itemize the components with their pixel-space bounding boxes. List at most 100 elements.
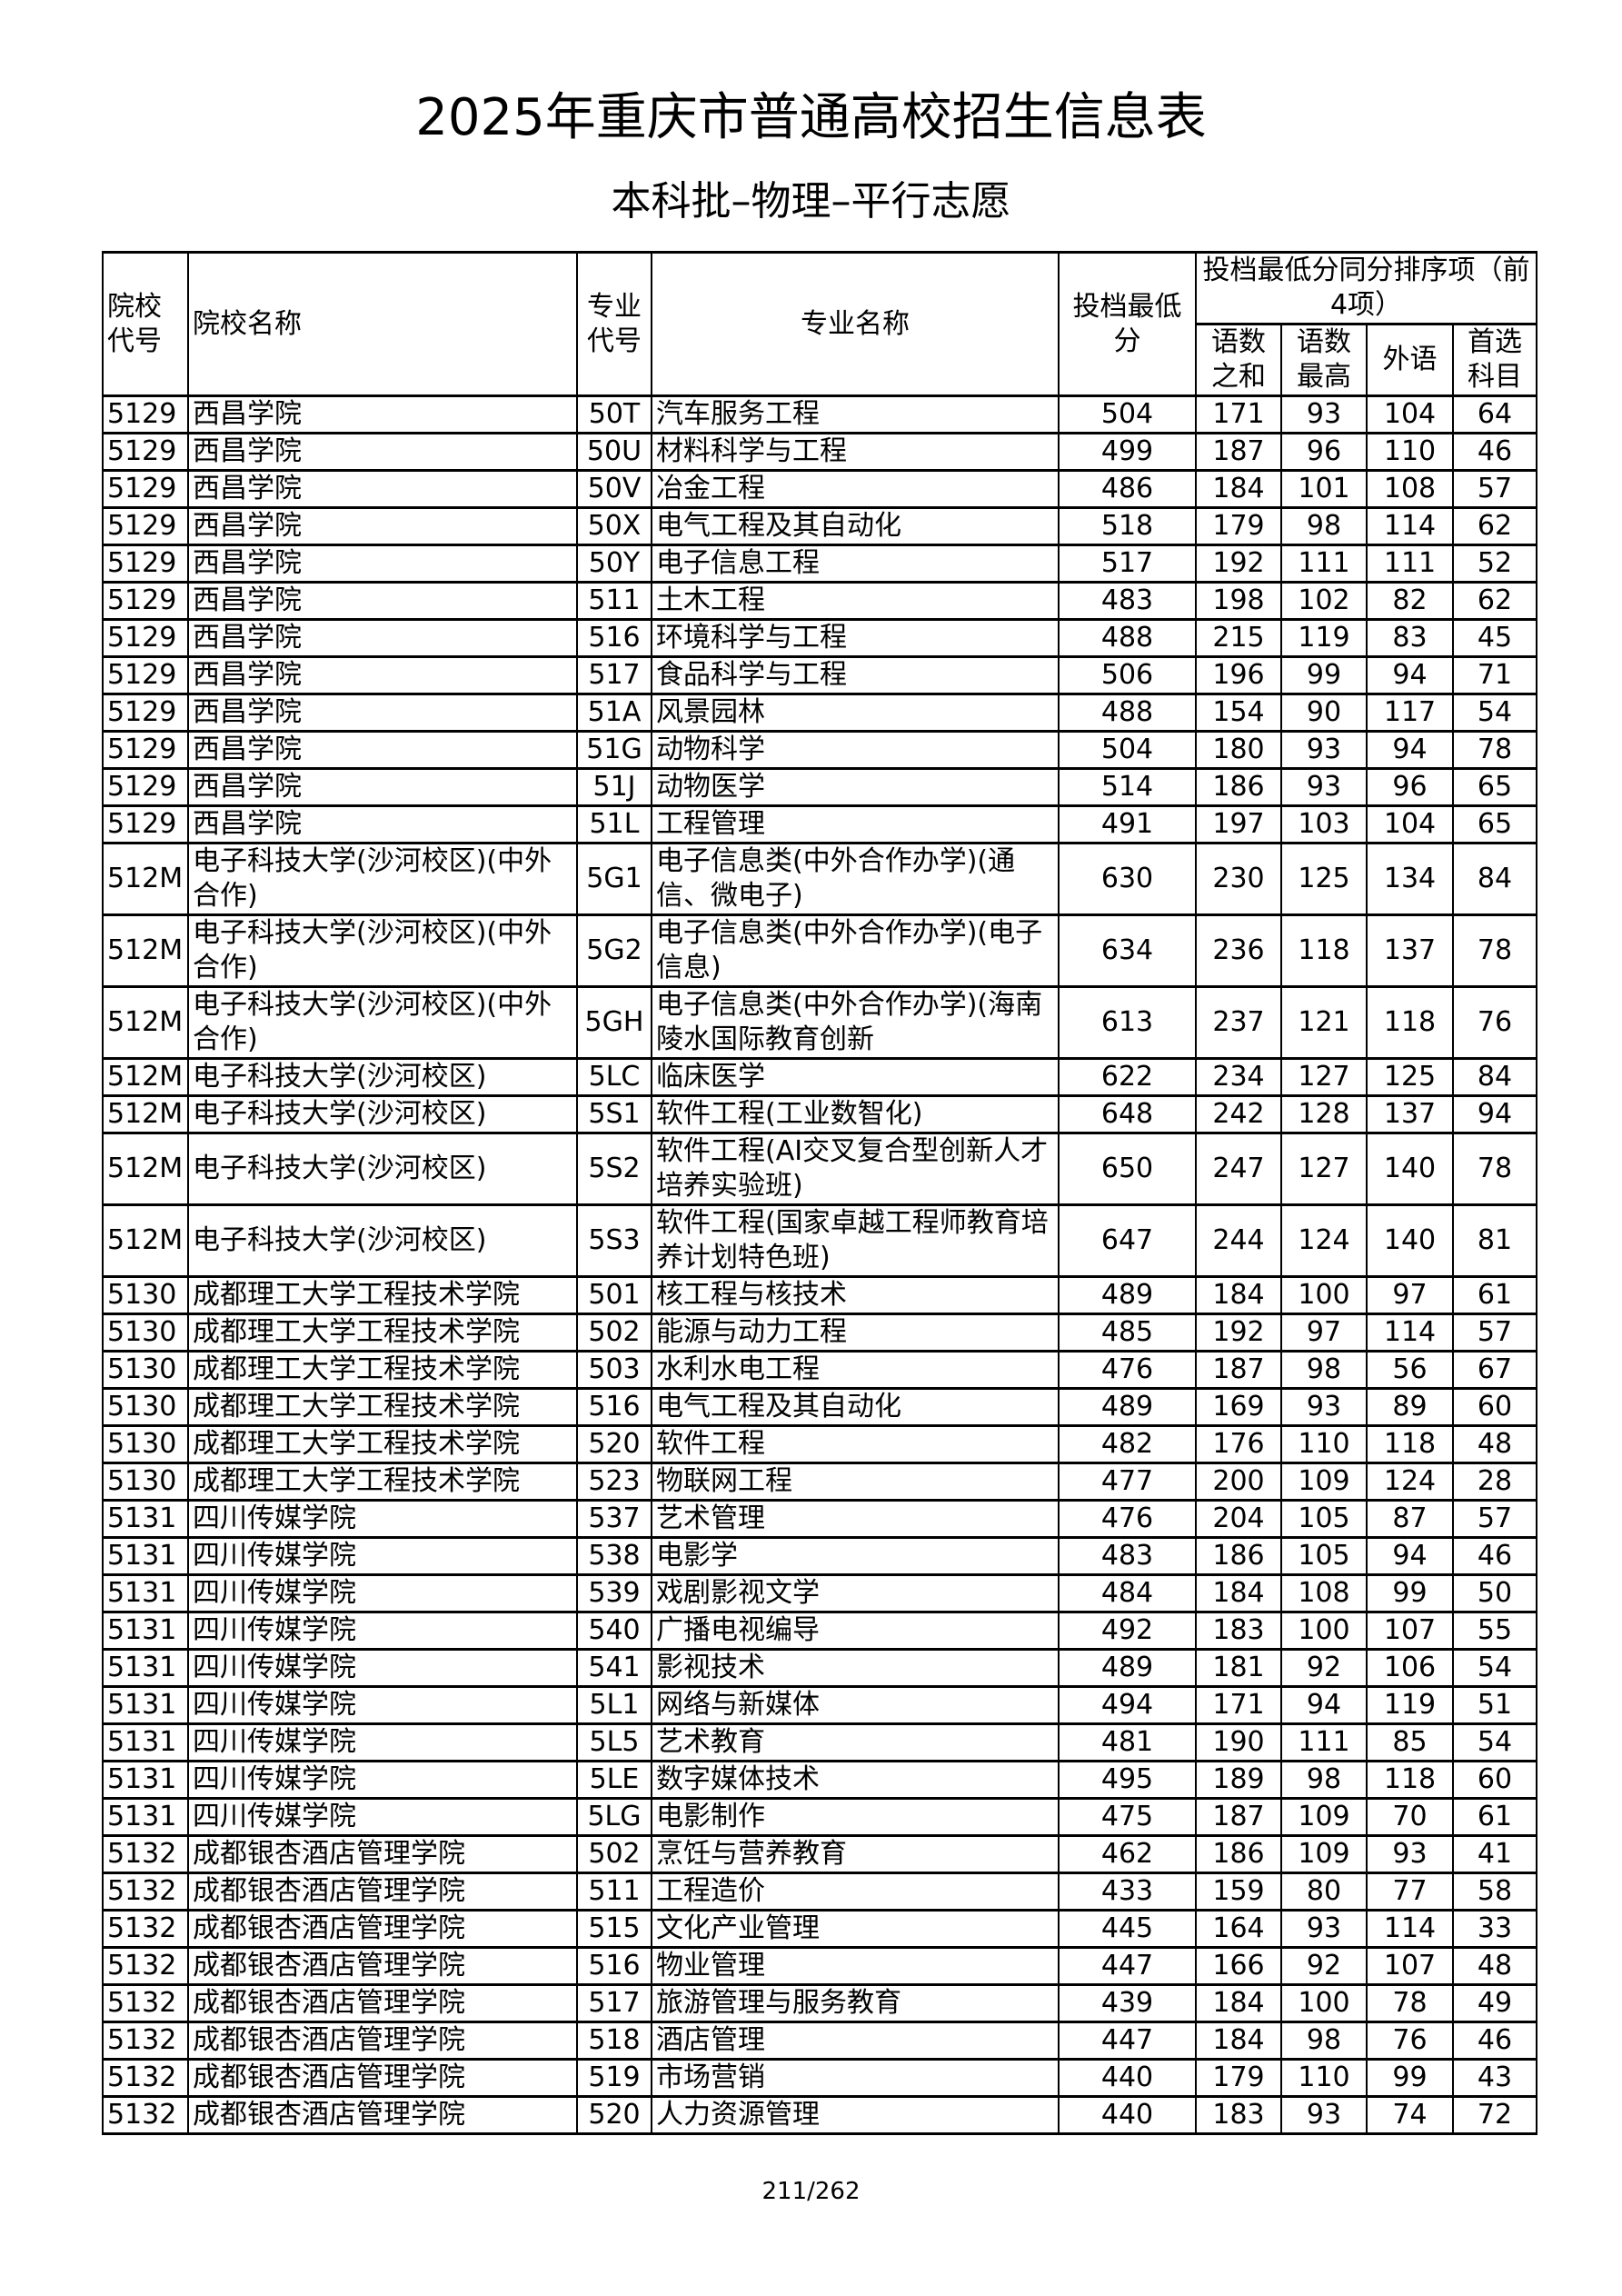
cell-first-subject: 41 xyxy=(1451,1834,1538,1874)
cell-school-code: 5129 xyxy=(102,804,189,844)
cell-school-name: 成都银杏酒店管理学院 xyxy=(187,1834,578,1874)
cell-foreign-lang: 78 xyxy=(1366,1983,1454,2023)
cell-chi-math-max: 100 xyxy=(1280,1983,1368,2023)
cell-chi-math-max: 100 xyxy=(1280,1275,1368,1315)
cell-major-name: 电气工程及其自动化 xyxy=(651,1387,1060,1427)
cell-school-name: 成都银杏酒店管理学院 xyxy=(187,1872,578,1912)
cell-min-score: 514 xyxy=(1058,767,1197,807)
cell-major-code: 503 xyxy=(576,1350,652,1390)
header-tiebreak-group: 投档最低分同分排序项（前4项） xyxy=(1194,251,1538,325)
header-chi-math-sum: 语数之和 xyxy=(1195,323,1282,397)
cell-min-score: 433 xyxy=(1058,1872,1197,1912)
cell-min-score: 647 xyxy=(1058,1203,1197,1278)
cell-first-subject: 43 xyxy=(1451,2058,1538,2098)
cell-major-code: 51J xyxy=(576,767,652,807)
cell-foreign-lang: 104 xyxy=(1366,804,1454,844)
cell-major-code: 5G2 xyxy=(576,913,652,988)
cell-major-name: 能源与动力工程 xyxy=(651,1313,1060,1353)
cell-min-score: 630 xyxy=(1058,842,1197,916)
cell-first-subject: 57 xyxy=(1451,1499,1538,1539)
table-row: 5130 成都理工大学工程技术学院 502 能源与动力工程 485 192 97 114 57 xyxy=(102,1313,1538,1353)
cell-major-code: 537 xyxy=(576,1499,652,1539)
cell-min-score: 648 xyxy=(1058,1094,1197,1134)
table-row: 5129 西昌学院 51G 动物科学 504 180 93 94 78 xyxy=(102,730,1538,770)
cell-chi-math-sum: 192 xyxy=(1195,1313,1282,1353)
cell-school-code: 5132 xyxy=(102,2058,189,2098)
cell-major-name: 汽车服务工程 xyxy=(651,394,1060,434)
cell-chi-math-sum: 166 xyxy=(1195,1946,1282,1986)
cell-min-score: 489 xyxy=(1058,1275,1197,1315)
cell-school-name: 成都银杏酒店管理学院 xyxy=(187,2021,578,2061)
cell-major-code: 5GH xyxy=(576,985,652,1060)
cell-school-code: 5132 xyxy=(102,2021,189,2061)
cell-chi-math-sum: 236 xyxy=(1195,913,1282,988)
cell-school-name: 西昌学院 xyxy=(187,432,578,472)
cell-chi-math-max: 110 xyxy=(1280,1424,1368,1464)
cell-min-score: 492 xyxy=(1058,1611,1197,1651)
cell-foreign-lang: 94 xyxy=(1366,730,1454,770)
cell-chi-math-sum: 169 xyxy=(1195,1387,1282,1427)
cell-foreign-lang: 118 xyxy=(1366,985,1454,1060)
cell-major-name: 文化产业管理 xyxy=(651,1909,1060,1949)
cell-major-name: 旅游管理与服务教育 xyxy=(651,1983,1060,2023)
cell-major-name: 风景园林 xyxy=(651,693,1060,733)
cell-chi-math-max: 125 xyxy=(1280,842,1368,916)
cell-chi-math-max: 105 xyxy=(1280,1499,1368,1539)
table-body: 5129 西昌学院 50T 汽车服务工程 504 171 93 104 64 5129 西昌学院 50… xyxy=(102,394,1538,2135)
cell-school-code: 5132 xyxy=(102,1909,189,1949)
cell-school-name: 成都理工大学工程技术学院 xyxy=(187,1275,578,1315)
cell-min-score: 482 xyxy=(1058,1424,1197,1464)
cell-first-subject: 60 xyxy=(1451,1760,1538,1800)
cell-foreign-lang: 114 xyxy=(1366,1313,1454,1353)
cell-chi-math-sum: 184 xyxy=(1195,469,1282,509)
cell-school-code: 5130 xyxy=(102,1387,189,1427)
cell-chi-math-max: 101 xyxy=(1280,469,1368,509)
cell-chi-math-sum: 215 xyxy=(1195,618,1282,658)
cell-first-subject: 62 xyxy=(1451,581,1538,621)
page-title: 2025年重庆市普通高校招生信息表 xyxy=(415,88,1207,147)
cell-first-subject: 67 xyxy=(1451,1350,1538,1390)
cell-chi-math-sum: 164 xyxy=(1195,1909,1282,1949)
cell-chi-math-sum: 187 xyxy=(1195,1350,1282,1390)
cell-min-score: 462 xyxy=(1058,1834,1197,1874)
table-row: 5132 成都银杏酒店管理学院 511 工程造价 433 159 80 77 58 xyxy=(102,1872,1538,1912)
cell-major-code: 515 xyxy=(576,1909,652,1949)
cell-school-code: 5132 xyxy=(102,2095,189,2135)
cell-min-score: 440 xyxy=(1058,2058,1197,2098)
cell-min-score: 622 xyxy=(1058,1057,1197,1097)
cell-major-name: 工程造价 xyxy=(651,1872,1060,1912)
cell-foreign-lang: 70 xyxy=(1366,1797,1454,1837)
cell-major-name: 软件工程 xyxy=(651,1424,1060,1464)
cell-chi-math-max: 97 xyxy=(1280,1313,1368,1353)
cell-major-code: 539 xyxy=(576,1573,652,1613)
cell-major-code: 50U xyxy=(576,432,652,472)
cell-min-score: 518 xyxy=(1058,506,1197,546)
table-row: 5131 四川传媒学院 5LG 电影制作 475 187 109 70 61 xyxy=(102,1797,1538,1837)
cell-min-score: 439 xyxy=(1058,1983,1197,2023)
cell-foreign-lang: 85 xyxy=(1366,1722,1454,1762)
cell-major-name: 物业管理 xyxy=(651,1946,1060,1986)
cell-school-code: 5130 xyxy=(102,1313,189,1353)
cell-school-name: 电子科技大学(沙河校区) xyxy=(187,1094,578,1134)
cell-foreign-lang: 104 xyxy=(1366,394,1454,434)
cell-foreign-lang: 114 xyxy=(1366,506,1454,546)
cell-first-subject: 55 xyxy=(1451,1611,1538,1651)
cell-min-score: 476 xyxy=(1058,1499,1197,1539)
cell-chi-math-sum: 198 xyxy=(1195,581,1282,621)
cell-chi-math-max: 108 xyxy=(1280,1573,1368,1613)
cell-chi-math-sum: 184 xyxy=(1195,1983,1282,2023)
cell-min-score: 447 xyxy=(1058,2021,1197,2061)
cell-min-score: 476 xyxy=(1058,1350,1197,1390)
table-row: 5129 西昌学院 50X 电气工程及其自动化 518 179 98 114 62 xyxy=(102,506,1538,546)
cell-school-code: 5129 xyxy=(102,730,189,770)
cell-school-name: 四川传媒学院 xyxy=(187,1499,578,1539)
cell-chi-math-sum: 179 xyxy=(1195,2058,1282,2098)
cell-major-name: 动物医学 xyxy=(651,767,1060,807)
cell-school-name: 西昌学院 xyxy=(187,506,578,546)
cell-school-name: 西昌学院 xyxy=(187,730,578,770)
cell-foreign-lang: 137 xyxy=(1366,913,1454,988)
cell-first-subject: 54 xyxy=(1451,1722,1538,1762)
cell-school-name: 四川传媒学院 xyxy=(187,1536,578,1576)
cell-min-score: 484 xyxy=(1058,1573,1197,1613)
cell-chi-math-sum: 186 xyxy=(1195,1536,1282,1576)
